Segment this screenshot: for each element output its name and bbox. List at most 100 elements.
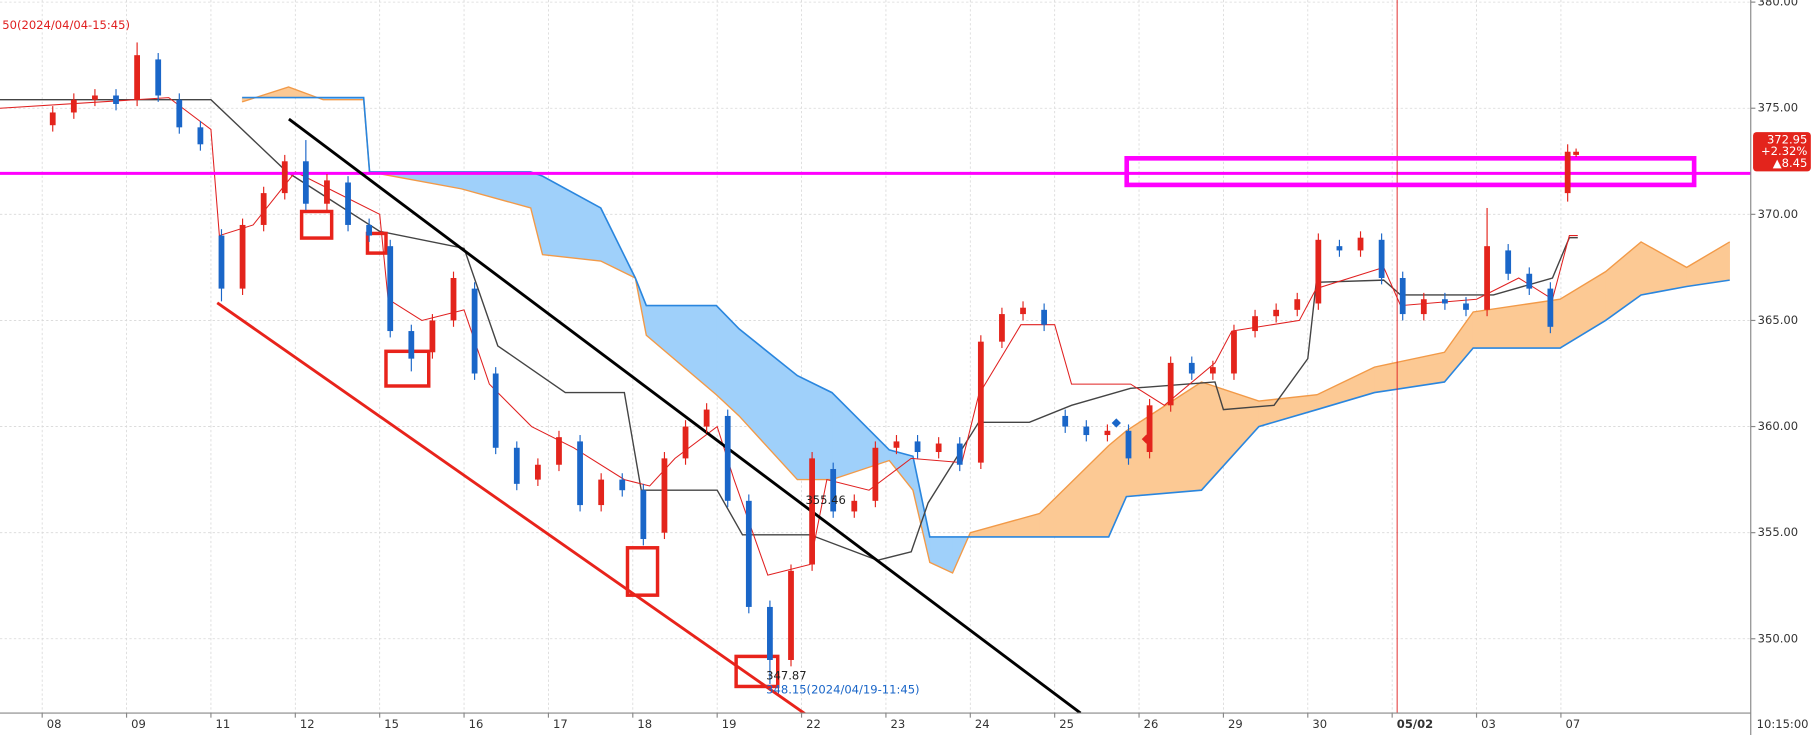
candle-body — [1188, 362, 1195, 374]
x-tick-label: 18 — [637, 717, 652, 731]
candle-body — [1125, 430, 1132, 459]
candle-body — [1231, 331, 1237, 374]
leading-span-a — [241, 86, 1731, 574]
candle-body — [661, 458, 668, 533]
conversion-line — [0, 97, 1578, 576]
x-tick-label: 11 — [216, 717, 231, 731]
candle-body — [851, 500, 858, 512]
reference-label: 50(2024/04/04-15:45) — [2, 18, 130, 32]
highlight-box — [365, 231, 388, 255]
candle-body — [1062, 415, 1069, 427]
candle-body — [534, 464, 541, 480]
candle-body — [1573, 151, 1579, 155]
y-tick-label: 380.00 — [1758, 0, 1798, 9]
candle-body — [1167, 362, 1174, 406]
y-tick-label: 360.00 — [1758, 419, 1798, 433]
x-tick-label: 07 — [1566, 717, 1581, 731]
signal-marker — [1111, 418, 1121, 428]
price-tag: 372.95+2.32%▲8.45 — [1753, 132, 1811, 172]
candle-body — [703, 409, 710, 427]
candle-body — [155, 59, 162, 96]
candle-body — [1146, 405, 1153, 453]
candle-body — [281, 161, 288, 194]
candle-body — [893, 441, 900, 448]
candle-body — [1294, 299, 1301, 310]
highlight-box — [625, 546, 660, 597]
x-tick-label: 24 — [975, 717, 990, 731]
x-tick-label: 12 — [300, 717, 315, 731]
candle-body — [745, 500, 752, 607]
candle-body — [1463, 303, 1469, 310]
x-tick-label: 05/02 — [1397, 717, 1433, 731]
candle-body — [492, 373, 499, 448]
candle-body — [935, 443, 942, 453]
candle-body — [92, 95, 98, 100]
candle-body — [366, 224, 373, 236]
low-annotation: 347.87 — [766, 669, 806, 683]
candle-body — [872, 447, 879, 501]
candle-body — [977, 341, 984, 463]
low-reference: 348.15(2024/04/19-11:45) — [766, 682, 919, 696]
candle-body — [956, 443, 963, 465]
candle-body — [387, 246, 394, 332]
candle-body — [1083, 426, 1090, 436]
x-tick-label: 09 — [131, 717, 146, 731]
y-tick-label: 370.00 — [1758, 207, 1798, 221]
candle-body — [345, 182, 351, 225]
candle-body — [260, 193, 267, 225]
x-tick-label: 08 — [47, 717, 62, 731]
price-tag-box — [1753, 132, 1811, 172]
drawings — [216, 0, 1697, 714]
candle-body — [49, 112, 56, 126]
price-tag-pct: +2.32% — [1761, 144, 1807, 158]
x-tick-label: 15 — [384, 717, 399, 731]
x-tick-label: 30 — [1312, 717, 1327, 731]
candle-body — [788, 570, 794, 660]
candle-body — [1104, 430, 1111, 436]
candle-body — [1020, 307, 1026, 315]
candle-body — [767, 606, 773, 660]
candles — [49, 42, 1579, 684]
y-tick-label: 375.00 — [1758, 101, 1798, 115]
trend-line — [288, 117, 1082, 714]
leading-span-b — [242, 96, 1730, 538]
candle-body — [724, 415, 731, 501]
candle-body — [302, 161, 309, 204]
y-tick-label: 365.00 — [1758, 313, 1798, 327]
candle-body — [408, 331, 415, 359]
indicator-lines — [0, 86, 1751, 576]
candle-body — [239, 224, 246, 289]
highlight-box — [1124, 156, 1697, 188]
x-tick-label: 25 — [1059, 717, 1074, 731]
candle-body — [830, 468, 837, 512]
candle-body — [1378, 239, 1385, 279]
x-tick-label: 16 — [469, 717, 484, 731]
candle-body — [1484, 246, 1490, 310]
candle-body — [1442, 299, 1448, 304]
candle-body — [1399, 278, 1406, 315]
candle-body — [1252, 316, 1258, 332]
candle-body — [619, 479, 626, 491]
candle-body — [577, 441, 583, 506]
candle-body — [914, 441, 921, 453]
candle-body — [809, 458, 815, 565]
candle-body — [1505, 250, 1512, 274]
candle-body — [197, 127, 204, 145]
candle-body — [1420, 299, 1427, 315]
y-tick-label: 350.00 — [1758, 631, 1798, 645]
candle-body — [1547, 288, 1554, 327]
candle-body — [176, 99, 183, 128]
candle-body — [640, 490, 647, 540]
candle-body — [450, 278, 457, 321]
candle-body — [999, 314, 1005, 342]
candle-body — [1041, 309, 1048, 325]
x-tick-label: 19 — [722, 717, 737, 731]
candle-body — [598, 479, 605, 506]
x-tick-label: 17 — [553, 717, 568, 731]
x-tick-label: 29 — [1228, 717, 1243, 731]
candle-body — [113, 95, 119, 104]
candle-body — [324, 180, 330, 204]
highlight-box — [734, 654, 780, 689]
y-tick-label: 355.00 — [1758, 525, 1798, 539]
